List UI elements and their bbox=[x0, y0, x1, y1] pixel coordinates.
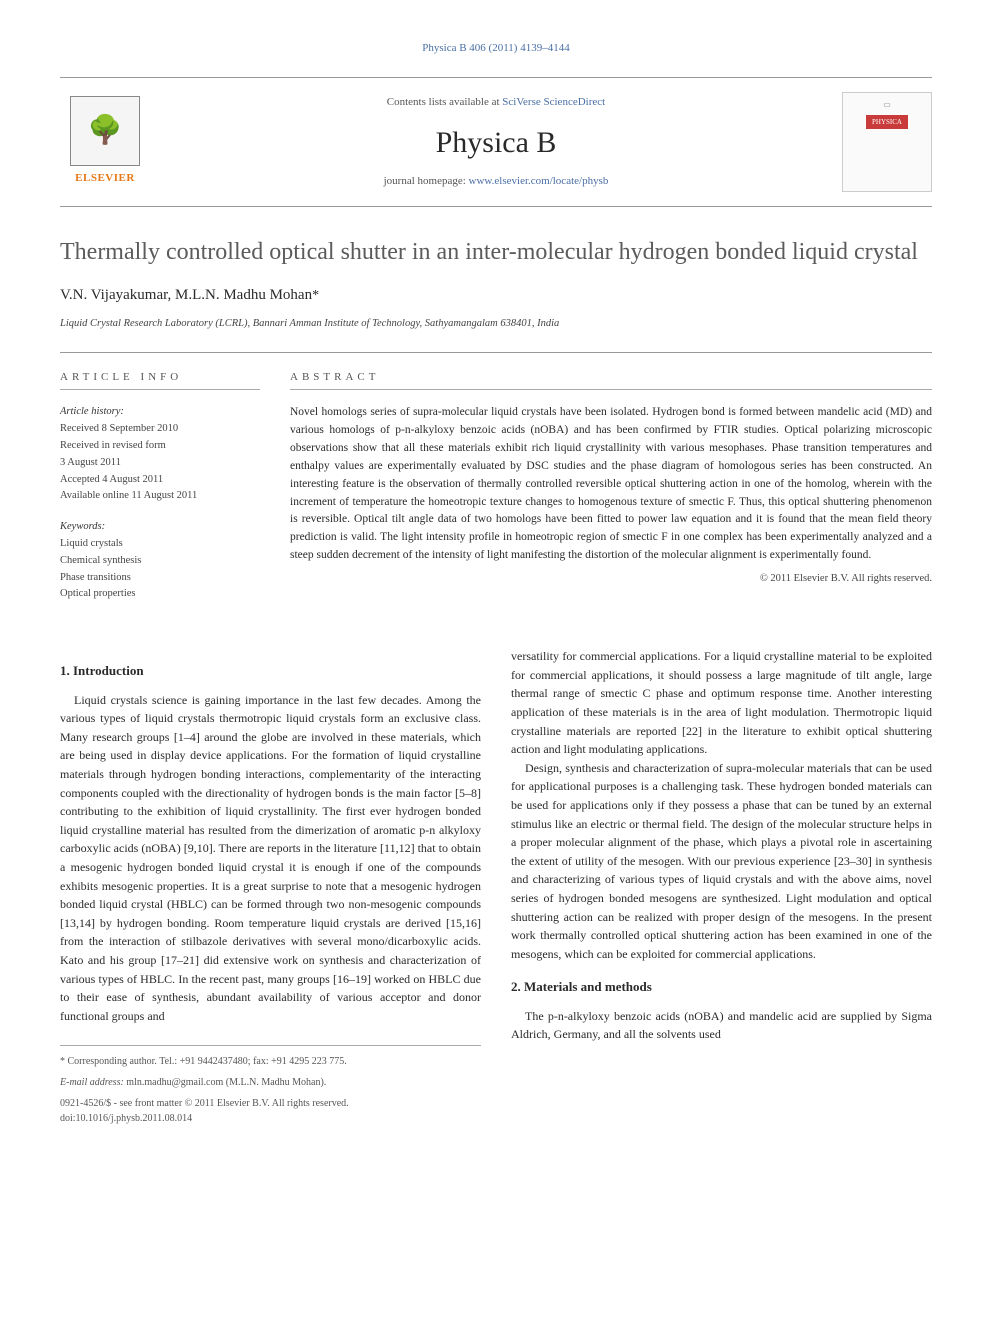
intro-paragraph: Liquid crystals science is gaining impor… bbox=[60, 691, 481, 1026]
history-label: Article history: bbox=[60, 404, 260, 421]
homepage-line: journal homepage: www.elsevier.com/locat… bbox=[150, 173, 842, 190]
history-line: Available online 11 August 2011 bbox=[60, 488, 260, 505]
cover-placeholder: ▭ bbox=[883, 99, 891, 111]
body-columns: 1. Introduction Liquid crystals science … bbox=[60, 647, 932, 1126]
abstract-text: Novel homologs series of supra-molecular… bbox=[290, 404, 932, 564]
section-2-heading: 2. Materials and methods bbox=[511, 977, 932, 997]
history-line: 3 August 2011 bbox=[60, 455, 260, 472]
right-column: versatility for commercial applications.… bbox=[511, 647, 932, 1126]
homepage-prefix: journal homepage: bbox=[384, 175, 469, 187]
journal-reference[interactable]: Physica B 406 (2011) 4139–4144 bbox=[60, 40, 932, 57]
authors: V.N. Vijayakumar, M.L.N. Madhu Mohan* bbox=[60, 284, 932, 307]
elsevier-logo[interactable]: 🌳 ELSEVIER bbox=[60, 96, 150, 187]
sciencedirect-link[interactable]: SciVerse ScienceDirect bbox=[502, 96, 605, 108]
keyword: Phase transitions bbox=[60, 570, 260, 587]
abstract-heading: ABSTRACT bbox=[290, 369, 932, 391]
keyword: Liquid crystals bbox=[60, 536, 260, 553]
keywords-label: Keywords: bbox=[60, 519, 260, 536]
email-label: E-mail address: bbox=[60, 1077, 124, 1088]
journal-header: 🌳 ELSEVIER Contents lists available at S… bbox=[60, 77, 932, 207]
author-names: V.N. Vijayakumar, M.L.N. Madhu Mohan bbox=[60, 287, 312, 303]
doi-line: doi:10.1016/j.physb.2011.08.014 bbox=[60, 1111, 481, 1126]
email-address[interactable]: mln.madhu@gmail.com (M.L.N. Madhu Mohan)… bbox=[126, 1077, 326, 1088]
left-column: 1. Introduction Liquid crystals science … bbox=[60, 647, 481, 1126]
contents-line: Contents lists available at SciVerse Sci… bbox=[150, 94, 842, 111]
header-center: Contents lists available at SciVerse Sci… bbox=[150, 94, 842, 190]
intro-paragraph-3: Design, synthesis and characterization o… bbox=[511, 759, 932, 964]
abstract-column: ABSTRACT Novel homologs series of supra-… bbox=[290, 369, 932, 617]
keywords-block: Keywords: Liquid crystals Chemical synth… bbox=[60, 519, 260, 603]
info-abstract-row: ARTICLE INFO Article history: Received 8… bbox=[60, 352, 932, 617]
abstract-copyright: © 2011 Elsevier B.V. All rights reserved… bbox=[290, 571, 932, 587]
keyword: Optical properties bbox=[60, 586, 260, 603]
intro-paragraph-cont: versatility for commercial applications.… bbox=[511, 647, 932, 759]
methods-paragraph: The p-n-alkyloxy benzoic acids (nOBA) an… bbox=[511, 1007, 932, 1044]
history-line: Accepted 4 August 2011 bbox=[60, 472, 260, 489]
elsevier-label: ELSEVIER bbox=[75, 170, 135, 187]
article-info-column: ARTICLE INFO Article history: Received 8… bbox=[60, 369, 260, 617]
section-1-heading: 1. Introduction bbox=[60, 661, 481, 681]
keyword: Chemical synthesis bbox=[60, 553, 260, 570]
journal-cover-thumbnail[interactable]: ▭ PHYSICA bbox=[842, 92, 932, 192]
history-line: Received 8 September 2010 bbox=[60, 421, 260, 438]
affiliation: Liquid Crystal Research Laboratory (LCRL… bbox=[60, 316, 932, 332]
footer-block: * Corresponding author. Tel.: +91 944243… bbox=[60, 1045, 481, 1126]
history-line: Received in revised form bbox=[60, 438, 260, 455]
email-line: E-mail address: mln.madhu@gmail.com (M.L… bbox=[60, 1075, 481, 1090]
corresponding-mark: * bbox=[312, 288, 319, 303]
elsevier-tree-icon: 🌳 bbox=[70, 96, 140, 166]
article-title: Thermally controlled optical shutter in … bbox=[60, 237, 932, 268]
cover-badge: PHYSICA bbox=[866, 115, 908, 130]
contents-prefix: Contents lists available at bbox=[387, 96, 502, 108]
issn-line: 0921-4526/$ - see front matter © 2011 El… bbox=[60, 1096, 481, 1111]
corresponding-author: * Corresponding author. Tel.: +91 944243… bbox=[60, 1054, 481, 1069]
article-info-heading: ARTICLE INFO bbox=[60, 369, 260, 391]
journal-name: Physica B bbox=[150, 120, 842, 165]
article-history: Article history: Received 8 September 20… bbox=[60, 404, 260, 505]
homepage-link[interactable]: www.elsevier.com/locate/physb bbox=[469, 175, 609, 187]
